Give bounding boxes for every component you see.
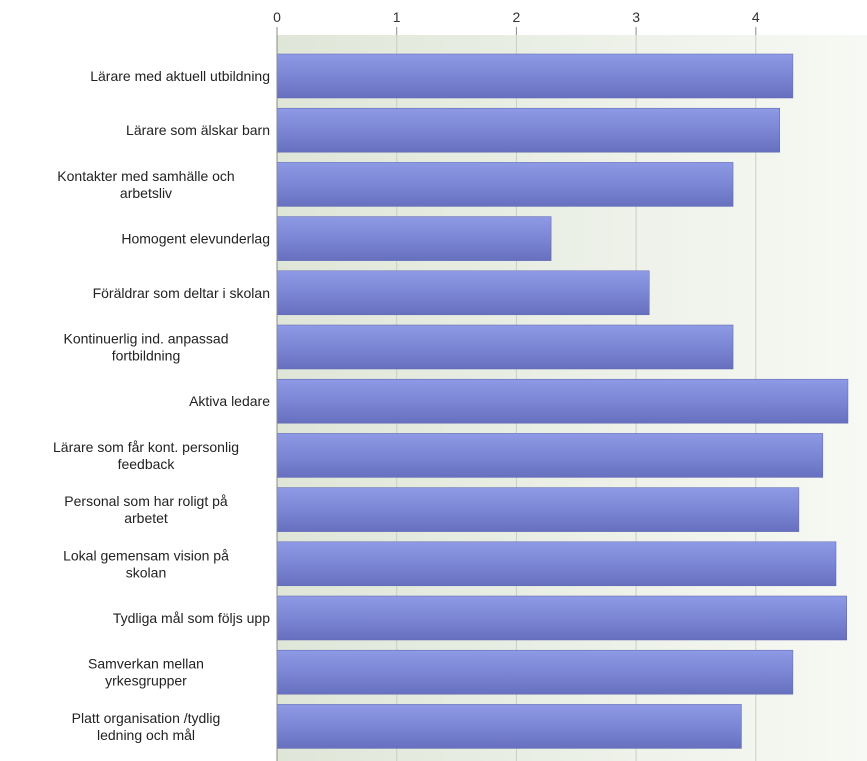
category-label-line: Aktiva ledare — [189, 393, 270, 409]
category-label-line: Lokal gemensam vision på — [63, 547, 229, 563]
tick-label: 4 — [752, 9, 760, 25]
category-label: Aktiva ledare — [189, 393, 270, 409]
tick-label: 1 — [393, 9, 401, 25]
category-label-line: Samverkan mellan — [88, 656, 204, 672]
category-label-line: Platt organisation /tydlig — [72, 710, 221, 726]
bar — [276, 433, 824, 478]
category-label: Kontinuerlig ind. anpassad fortbildning — [63, 331, 228, 364]
bar — [276, 324, 734, 370]
bar — [276, 270, 650, 316]
bar — [276, 378, 849, 424]
category-label-line: arbetet — [124, 510, 168, 526]
category-label-line: skolan — [126, 564, 166, 580]
category-label: Personal som har roligt på arbetet — [64, 493, 228, 526]
category-label-line: Lärare med aktuell utbildning — [90, 68, 270, 84]
category-label: Kontakter med samhälle och arbetsliv — [57, 168, 234, 201]
bars — [276, 53, 849, 749]
category-label: Tydliga mål som följs upp — [113, 610, 270, 626]
tick-label: 0 — [273, 9, 281, 25]
category-label-line: Kontinuerlig ind. anpassad — [63, 331, 228, 347]
category-label-line: feedback — [118, 456, 176, 472]
category-label-line: yrkesgrupper — [105, 673, 187, 689]
category-label-line: Kontakter med samhälle och — [57, 168, 234, 184]
tick-label: 3 — [632, 9, 640, 25]
category-label-line: arbetsliv — [120, 185, 172, 201]
bar — [276, 541, 837, 587]
bar — [276, 649, 794, 695]
category-label: Lärare med aktuell utbildning — [90, 68, 270, 84]
bar — [276, 216, 552, 261]
tick-label: 2 — [513, 9, 521, 25]
category-label-line: Lärare som älskar barn — [126, 122, 270, 138]
category-label: Lärare som älskar barn — [126, 122, 270, 138]
category-label: Föräldrar som deltar i skolan — [93, 285, 270, 301]
category-label-line: Föräldrar som deltar i skolan — [93, 285, 270, 301]
category-label-line: Tydliga mål som följs upp — [113, 610, 270, 626]
bar — [276, 595, 848, 641]
category-label: Lärare som får kont. personlig feedback — [53, 439, 239, 472]
category-label: Platt organisation /tydlig ledning och må… — [72, 710, 221, 743]
bar — [276, 704, 742, 749]
bar — [276, 107, 780, 153]
category-labels: Lärare med aktuell utbildning Lärare som … — [53, 68, 270, 743]
category-label-line: Lärare som får kont. personlig — [53, 439, 239, 455]
category-label: Lokal gemensam vision på skolan — [63, 547, 229, 580]
category-label-line: ledning och mål — [97, 727, 195, 743]
category-label-line: Homogent elevunderlag — [121, 231, 270, 247]
category-label-line: fortbildning — [112, 348, 181, 364]
category-label: Homogent elevunderlag — [121, 231, 270, 247]
category-label: Samverkan mellan yrkesgrupper — [88, 656, 204, 689]
bar — [276, 162, 734, 207]
bar — [276, 487, 800, 532]
category-label-line: Personal som har roligt på — [64, 493, 228, 509]
bar — [276, 53, 794, 99]
x-axis-ticks: 0 1 2 3 4 — [273, 9, 760, 35]
